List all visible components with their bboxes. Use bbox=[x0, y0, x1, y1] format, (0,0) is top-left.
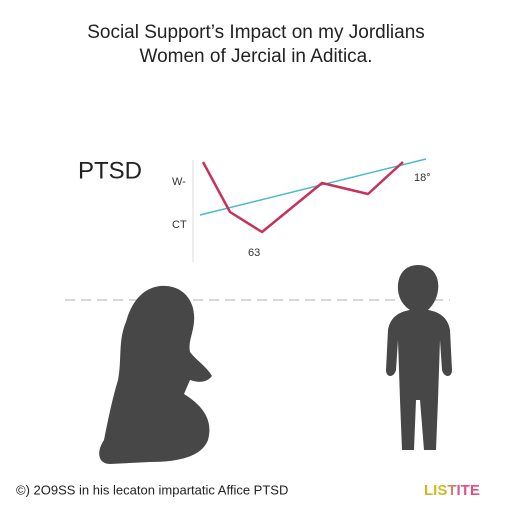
data-line bbox=[201, 161, 404, 234]
sitting-woman bbox=[99, 285, 212, 464]
axis-mark: CT bbox=[172, 219, 187, 231]
point-label: 63 bbox=[248, 247, 260, 259]
standing-child bbox=[386, 265, 452, 450]
footer-caption: ©) 2O9SS in his lecaton impartatic Affic… bbox=[16, 482, 288, 497]
chart-label: PTSD bbox=[78, 157, 142, 184]
point-label: 18° bbox=[414, 172, 431, 184]
trend-line bbox=[199, 158, 427, 216]
axis-mark: W- bbox=[172, 176, 186, 188]
title-line: Women of Jercial in Aditica. bbox=[139, 46, 372, 67]
title-line: Social Support’s Impact on my Jordlians bbox=[87, 22, 425, 43]
footer-logo: LISTITE bbox=[424, 482, 480, 499]
